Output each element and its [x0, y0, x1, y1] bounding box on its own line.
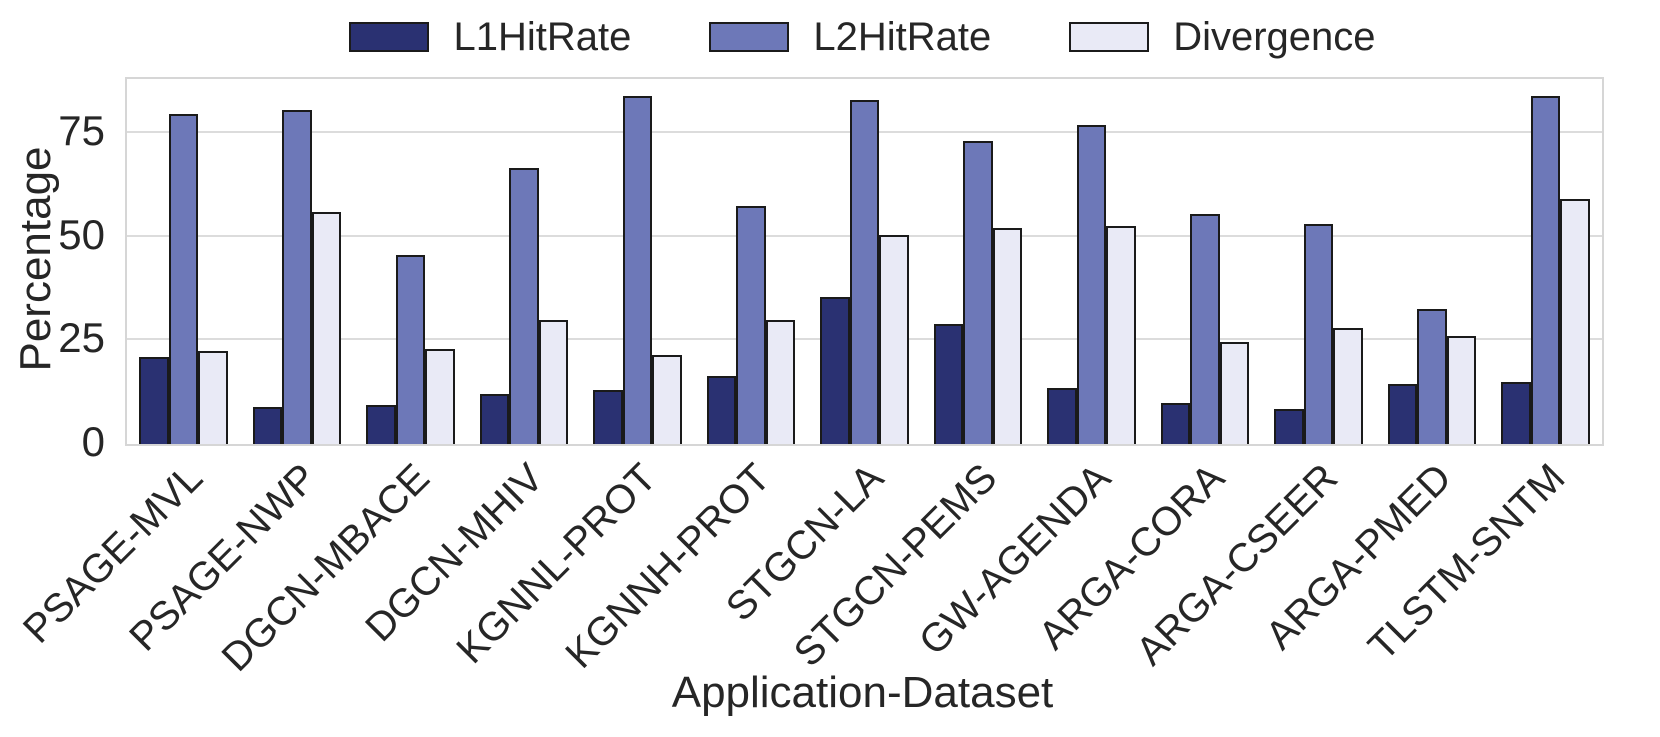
- y-tick-label-0: 0: [81, 418, 105, 465]
- bar-divergence-gw-agenda: [1106, 226, 1136, 444]
- bar-l2hitrate-arga-cora: [1190, 213, 1220, 444]
- bar-group-stgcn-la: [808, 79, 921, 444]
- bar-l1hitrate-stgcn-la: [820, 296, 850, 444]
- bar-l2hitrate-tlstm-sntm: [1530, 95, 1561, 444]
- bar-l2hitrate-psage-nwp: [282, 110, 312, 444]
- bar-l1hitrate-dgcn-mhiv: [479, 394, 510, 444]
- bar-l2hitrate-psage-mvl: [168, 114, 199, 444]
- bar-divergence-stgcn-pems: [992, 228, 1023, 444]
- plot-area: [125, 77, 1604, 446]
- bar-group-dgcn-mhiv: [467, 79, 580, 444]
- bar-l2hitrate-stgcn-la: [849, 99, 880, 444]
- y-tick-label-50: 50: [58, 210, 105, 258]
- y-tick-label-75: 75: [58, 106, 105, 154]
- bar-divergence-tlstm-sntm: [1560, 199, 1590, 444]
- x-tick-label-tlstm-sntm: TLSTM-SNTM: [1359, 455, 1573, 669]
- legend-entry-l2hitrate: L2HitRate: [709, 17, 991, 57]
- x-axis-title: Application-Dataset: [671, 668, 1054, 717]
- bar-l1hitrate-arga-cseer: [1274, 408, 1304, 444]
- bar-l1hitrate-arga-pmed: [1387, 383, 1418, 444]
- bar-divergence-kgnnl-prot: [652, 354, 682, 444]
- bar-l2hitrate-kgnnh-prot: [736, 205, 766, 444]
- bar-group-psage-mvl: [127, 79, 240, 444]
- bar-divergence-arga-cora: [1219, 342, 1250, 444]
- bar-divergence-dgcn-mbace: [425, 348, 455, 444]
- legend: L1HitRate L2HitRate Divergence: [125, 14, 1600, 60]
- bar-l1hitrate-psage-mvl: [139, 356, 169, 444]
- bar-divergence-psage-nwp: [311, 211, 342, 444]
- y-tick-label-25: 25: [58, 314, 105, 362]
- legend-swatch-l2hitrate: [709, 22, 790, 52]
- bar-divergence-stgcn-la: [879, 234, 909, 444]
- bar-l2hitrate-gw-agenda: [1076, 124, 1107, 444]
- bar-l1hitrate-arga-cora: [1160, 402, 1191, 444]
- bar-group-kgnnh-prot: [694, 79, 807, 444]
- bar-l2hitrate-arga-cseer: [1303, 224, 1334, 444]
- bar-group-stgcn-pems: [921, 79, 1034, 444]
- bar-l2hitrate-stgcn-pems: [963, 141, 993, 444]
- bar-l2hitrate-dgcn-mhiv: [509, 168, 539, 444]
- bar-l2hitrate-arga-pmed: [1417, 309, 1447, 444]
- bar-group-tlstm-sntm: [1489, 79, 1602, 444]
- legend-entry-l1hitrate: L1HitRate: [349, 17, 631, 57]
- bar-divergence-kgnnh-prot: [765, 319, 796, 444]
- bar-group-gw-agenda: [1035, 79, 1148, 444]
- bar-l1hitrate-gw-agenda: [1047, 388, 1077, 444]
- bar-l1hitrate-tlstm-sntm: [1501, 381, 1531, 444]
- legend-swatch-l1hitrate: [349, 22, 430, 52]
- bar-divergence-psage-mvl: [198, 350, 228, 444]
- legend-label-divergence: Divergence: [1173, 15, 1376, 59]
- bar-divergence-arga-cseer: [1333, 327, 1363, 444]
- bar-group-arga-cseer: [1262, 79, 1375, 444]
- x-tick-label-arga-cseer: ARGA-CSEER: [1127, 455, 1347, 674]
- legend-label-l1hitrate: L1HitRate: [453, 15, 632, 59]
- x-tick-label-stgcn-pems: STGCN-PEMS: [785, 455, 1006, 676]
- bar-l1hitrate-kgnnl-prot: [593, 390, 623, 444]
- x-axis-tick-labels: PSAGE-MVL PSAGE-NWP DGCN-MBACE DGCN-MHIV KGN…: [15, 449, 1600, 680]
- bar-group-arga-pmed: [1375, 79, 1488, 444]
- bar-group-arga-cora: [1148, 79, 1261, 444]
- x-tick-label-kgnnl-prot: KGNNL-PROT: [448, 455, 666, 673]
- x-tick-label-dgcn-mbace: DGCN-MBACE: [213, 455, 439, 680]
- bar-l1hitrate-stgcn-pems: [933, 323, 964, 444]
- bar-divergence-dgcn-mhiv: [538, 319, 569, 444]
- legend-label-l2hitrate: L2HitRate: [813, 15, 992, 59]
- bar-group-psage-nwp: [240, 79, 353, 444]
- bar-l1hitrate-psage-nwp: [252, 406, 283, 444]
- legend-entry-divergence: Divergence: [1069, 15, 1376, 59]
- x-tick-label-kgnnh-prot: KGNNH-PROT: [557, 455, 779, 677]
- bar-divergence-arga-pmed: [1446, 336, 1477, 444]
- bar-group-kgnnl-prot: [581, 79, 694, 444]
- bar-l1hitrate-kgnnh-prot: [706, 375, 737, 444]
- bar-l2hitrate-dgcn-mbace: [395, 255, 426, 444]
- bar-groups: [127, 79, 1602, 444]
- bar-l2hitrate-kgnnl-prot: [622, 95, 653, 444]
- legend-swatch-divergence: [1069, 22, 1150, 52]
- bar-l1hitrate-dgcn-mbace: [366, 404, 396, 444]
- y-axis-tick-labels: 0 25 50 75: [0, 77, 125, 462]
- bar-group-dgcn-mbace: [354, 79, 467, 444]
